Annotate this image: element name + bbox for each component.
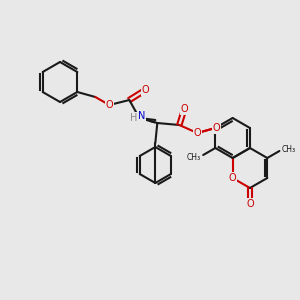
Text: CH₃: CH₃ xyxy=(281,145,296,154)
Text: N: N xyxy=(138,111,145,121)
Text: CH₃: CH₃ xyxy=(187,152,201,161)
Text: O: O xyxy=(194,128,201,138)
Text: O: O xyxy=(229,173,236,183)
Text: O: O xyxy=(181,104,188,114)
Text: O: O xyxy=(106,100,113,110)
Text: O: O xyxy=(142,85,149,95)
Text: O: O xyxy=(246,199,254,209)
Text: O: O xyxy=(212,123,220,133)
Text: H: H xyxy=(130,113,137,123)
